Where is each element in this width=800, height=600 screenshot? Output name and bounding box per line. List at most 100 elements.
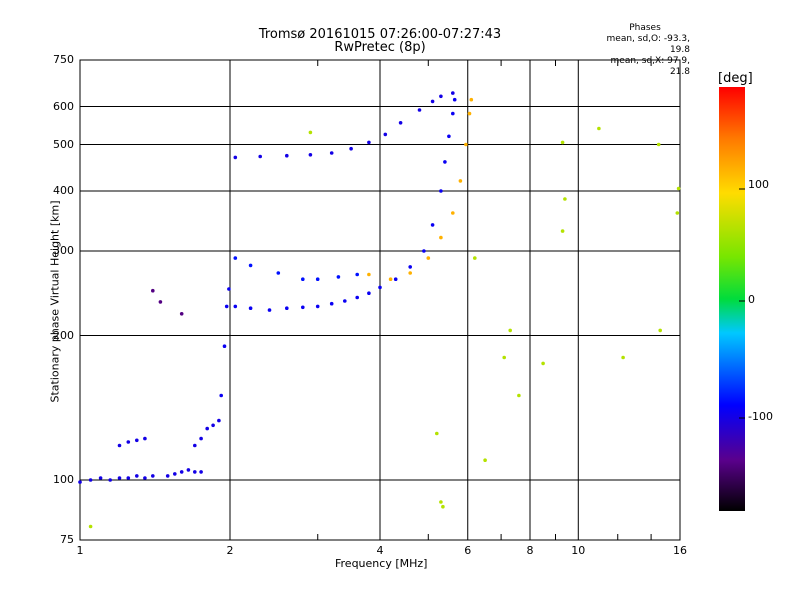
- data-point: [560, 140, 565, 145]
- data-point: [267, 308, 272, 312]
- data-point: [343, 299, 347, 303]
- data-point: [258, 154, 263, 159]
- x-tick-label: 2: [226, 544, 234, 557]
- data-point: [483, 458, 487, 463]
- data-point: [408, 271, 413, 275]
- data-point: [676, 186, 681, 191]
- data-point: [143, 476, 147, 480]
- data-point: [541, 361, 545, 366]
- data-point: [383, 132, 388, 137]
- data-point: [248, 263, 253, 268]
- data-point: [439, 94, 443, 99]
- data-point: [563, 197, 567, 201]
- colorbar-tick-100: 100: [748, 178, 769, 191]
- colorbar-tick-neg100: -100: [748, 410, 773, 423]
- data-point: [355, 295, 360, 300]
- chart-subtitle: RwPretec (8p): [334, 40, 426, 55]
- data-point: [439, 500, 443, 504]
- data-point: [308, 153, 313, 157]
- colorbar-tick-0: 0: [748, 293, 755, 306]
- data-point: [458, 179, 463, 183]
- data-point: [430, 223, 435, 227]
- data-point: [367, 140, 371, 145]
- data-point: [473, 256, 477, 260]
- data-point: [464, 142, 468, 147]
- data-point: [199, 436, 203, 441]
- data-point: [217, 418, 221, 423]
- data-point: [443, 160, 447, 164]
- data-point: [222, 344, 227, 349]
- data-point: [88, 524, 93, 529]
- data-point: [355, 272, 360, 277]
- data-point: [135, 438, 139, 443]
- data-point: [675, 211, 680, 215]
- data-point: [143, 436, 147, 441]
- y-tick-label: 300: [53, 244, 74, 257]
- data-point: [451, 211, 455, 215]
- data-point: [158, 300, 163, 304]
- x-tick-label: 6: [464, 544, 472, 557]
- data-point: [301, 305, 305, 310]
- y-tick-label: 600: [53, 99, 74, 113]
- data-point: [126, 440, 131, 444]
- phase-stats-o: mean, sd,O: -93.3, 19.8: [606, 34, 690, 55]
- colorbar-unit: [deg]: [718, 71, 753, 86]
- y-tick-label: 400: [53, 184, 74, 198]
- data-point: [173, 472, 177, 476]
- data-point: [435, 431, 439, 436]
- data-point: [451, 91, 455, 95]
- data-point: [469, 97, 474, 102]
- data-point: [452, 97, 457, 102]
- data-point: [408, 265, 413, 269]
- data-point: [179, 470, 184, 474]
- data-point: [193, 443, 197, 448]
- data-point: [199, 470, 203, 474]
- data-point: [98, 476, 103, 480]
- data-point: [517, 393, 521, 398]
- data-point: [349, 146, 353, 151]
- y-tick-label: 75: [60, 533, 74, 546]
- data-point: [502, 355, 507, 360]
- x-tick-label: 16: [673, 544, 687, 557]
- data-point: [88, 478, 93, 482]
- x-tick-label: 1: [76, 544, 84, 557]
- data-point: [227, 287, 231, 291]
- data-point: [451, 111, 455, 116]
- data-point: [165, 474, 170, 478]
- data-point: [186, 468, 191, 472]
- data-point: [151, 474, 155, 478]
- data-point: [508, 328, 512, 333]
- y-tick-label: 100: [53, 473, 74, 487]
- data-point: [205, 426, 209, 431]
- data-point: [135, 474, 139, 478]
- data-point: [285, 306, 289, 311]
- data-point: [308, 130, 313, 135]
- colorbar: [719, 87, 745, 511]
- data-point: [441, 504, 445, 509]
- data-point: [117, 443, 122, 448]
- data-point: [78, 480, 82, 484]
- data-point: [329, 301, 334, 306]
- data-point: [233, 256, 238, 260]
- data-point: [439, 189, 443, 193]
- data-point: [233, 304, 238, 309]
- data-point: [219, 393, 223, 398]
- data-point: [417, 108, 422, 112]
- data-point: [117, 476, 122, 480]
- data-point: [439, 235, 443, 240]
- data-point: [597, 126, 601, 131]
- x-tick-label: 10: [571, 544, 586, 557]
- data-point: [426, 256, 431, 260]
- data-point: [151, 288, 155, 293]
- y-tick-label: 200: [53, 328, 74, 342]
- data-point: [233, 155, 238, 160]
- data-point: [367, 272, 371, 277]
- data-point: [315, 304, 320, 309]
- data-point: [211, 423, 215, 428]
- data-point: [336, 275, 341, 279]
- data-point: [224, 304, 229, 309]
- data-point: [276, 271, 281, 275]
- x-axis-title: Frequency [MHz]: [335, 557, 428, 570]
- data-point: [301, 277, 305, 282]
